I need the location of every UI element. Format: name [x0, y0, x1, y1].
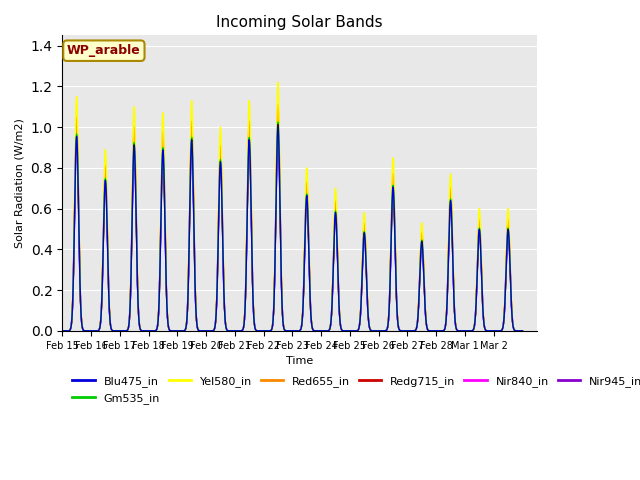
- Legend: Blu475_in, Gm535_in, Yel580_in, Red655_in, Redg715_in, Nir840_in, Nir945_in: Blu475_in, Gm535_in, Yel580_in, Red655_i…: [68, 372, 640, 408]
- Y-axis label: Solar Radiation (W/m2): Solar Radiation (W/m2): [15, 118, 25, 248]
- Title: Incoming Solar Bands: Incoming Solar Bands: [216, 15, 383, 30]
- Text: WP_arable: WP_arable: [67, 44, 141, 57]
- X-axis label: Time: Time: [286, 356, 313, 366]
